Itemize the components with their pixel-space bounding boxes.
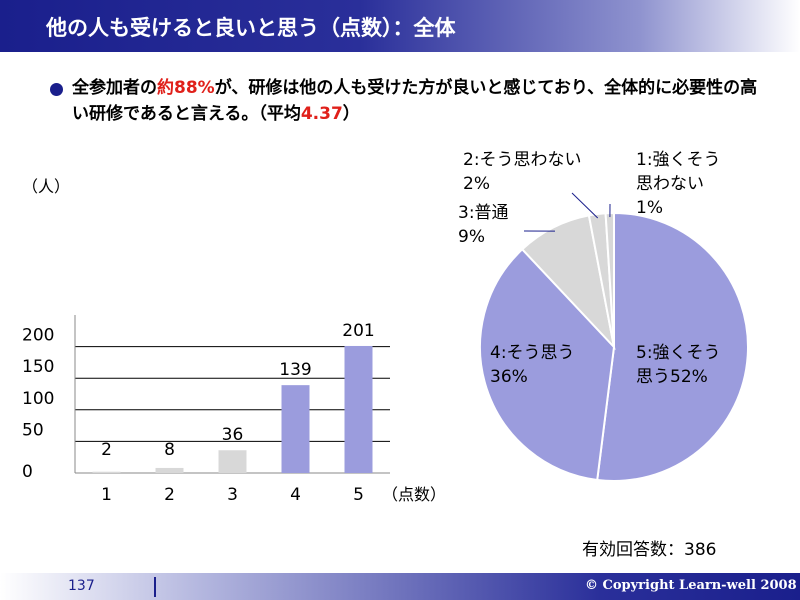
y-tick-label: 200 xyxy=(22,326,54,346)
pie-slice xyxy=(596,211,749,482)
respondent-count: 有効回答数：386 xyxy=(582,540,717,560)
pie-label: 2% xyxy=(463,174,490,194)
summary-highlight-percent: 約88% xyxy=(157,78,215,98)
bar-value-label: 201 xyxy=(342,321,374,341)
y-axis-label: （人） xyxy=(22,177,70,196)
summary-text: 全参加者の約88%が、研修は他の人も受けた方が良いと感じており、全体的に必要性の… xyxy=(72,75,762,127)
pie-leader-line xyxy=(571,192,599,219)
x-axis-label: （点数） xyxy=(382,485,446,504)
summary-part1: 全参加者の xyxy=(72,78,157,98)
summary-part2: が、研修は他の人も受けた方が良いと感じており、全体的に必要性の高い研修であると言… xyxy=(72,78,758,124)
copyright-text: © Copyright Learn-well 2008 xyxy=(585,578,797,593)
pie-label: 4:そう思う xyxy=(490,343,575,363)
x-tick-label: 4 xyxy=(290,485,301,505)
footer-divider xyxy=(154,577,156,597)
bar xyxy=(218,450,247,473)
footer-bar xyxy=(0,573,800,600)
x-tick-label: 3 xyxy=(227,485,238,505)
pie-label: 36% xyxy=(490,367,528,387)
summary-part3: ） xyxy=(342,104,360,124)
bar xyxy=(155,467,184,473)
bar xyxy=(92,471,121,473)
bar xyxy=(344,345,373,473)
x-tick-label: 5 xyxy=(353,485,364,505)
bar-value-label: 8 xyxy=(164,440,175,460)
page-title: 他の人も受けると良いと思う（点数）：全体 xyxy=(46,16,456,40)
pie-label: 5:強くそう xyxy=(636,343,721,363)
bar-value-label: 36 xyxy=(222,425,244,445)
pie-label: 思わない xyxy=(636,174,704,194)
pie-label: 2:そう思わない xyxy=(463,150,582,170)
bar-value-label: 2 xyxy=(101,440,112,460)
pie-label: 1% xyxy=(636,198,663,218)
pie-slice xyxy=(479,247,616,482)
y-tick-label: 50 xyxy=(22,420,44,440)
bar-value-label: 139 xyxy=(279,360,311,380)
bar-chart: 0 50 100 150 200 （人） 1 2 2 8 3 36 4 139 5 201 （点数） xyxy=(22,177,446,505)
x-tick-label: 2 xyxy=(164,485,175,505)
pie-label: 3:普通 xyxy=(458,203,509,223)
page-number: 137 xyxy=(68,578,95,594)
x-tick-label: 1 xyxy=(101,485,112,505)
bar xyxy=(281,385,310,473)
y-tick-label: 100 xyxy=(22,389,54,409)
pie-label: 思う52% xyxy=(636,367,708,387)
pie-label: 9% xyxy=(458,227,485,247)
y-tick-label: 150 xyxy=(22,357,54,377)
pie-label: 1:強くそう xyxy=(636,150,721,170)
summary-highlight-average: 4.37 xyxy=(300,104,343,124)
y-tick-label: 0 xyxy=(22,462,33,482)
bullet-icon xyxy=(50,83,63,96)
title-bar: 他の人も受けると良いと思う（点数）：全体 xyxy=(0,0,800,52)
